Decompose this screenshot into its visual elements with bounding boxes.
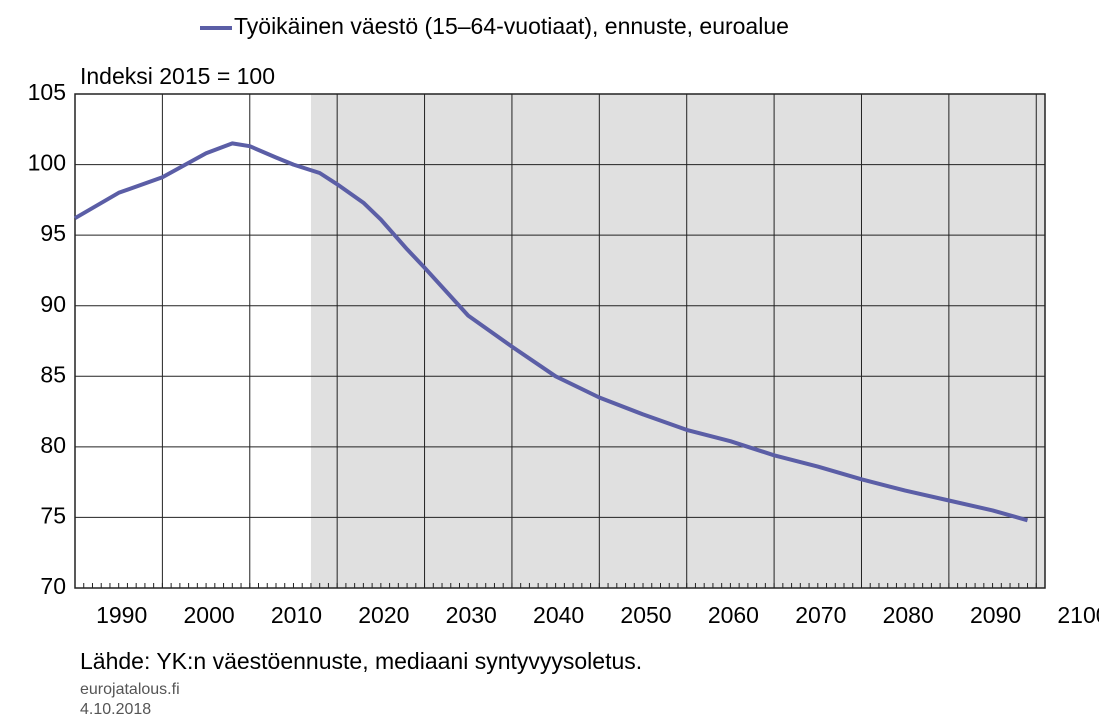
y-tick-label: 95 [40, 220, 66, 246]
x-tick-label: 2070 [795, 602, 846, 628]
y-axis-label: Indeksi 2015 = 100 [80, 63, 275, 89]
plot-frame [74, 93, 1046, 589]
site: eurojatalous.fi [80, 681, 180, 698]
y-tick-label: 70 [40, 573, 66, 599]
x-tick-label: 2080 [883, 602, 934, 628]
y-tick-label: 90 [40, 291, 66, 317]
x-tick-label: 2050 [620, 602, 671, 628]
x-tick-label: 2020 [358, 602, 409, 628]
date: 4.10.2018 [80, 701, 151, 718]
y-tick-label: 85 [40, 361, 66, 387]
forecast-shade [310, 94, 1046, 588]
x-tick-label: 2060 [708, 602, 759, 628]
x-tick-label: 2090 [970, 602, 1021, 628]
source: Lähde: YK:n väestöennuste, mediaani synt… [80, 648, 642, 674]
data-line [73, 141, 1029, 523]
x-tick-label: 1990 [96, 602, 147, 628]
x-tick-label: 2030 [446, 602, 497, 628]
x-tick-label: 2000 [183, 602, 234, 628]
legend-label: Työikäinen väestö (15–64-vuotiaat), ennu… [234, 13, 789, 39]
x-tick-label: 2100 [1057, 602, 1099, 628]
x-tick-label: 2010 [271, 602, 322, 628]
y-tick-label: 80 [40, 432, 66, 458]
y-tick-label: 75 [40, 503, 66, 529]
y-tick-label: 100 [28, 150, 66, 176]
x-tick-label: 2040 [533, 602, 584, 628]
y-tick-label: 105 [28, 79, 66, 105]
